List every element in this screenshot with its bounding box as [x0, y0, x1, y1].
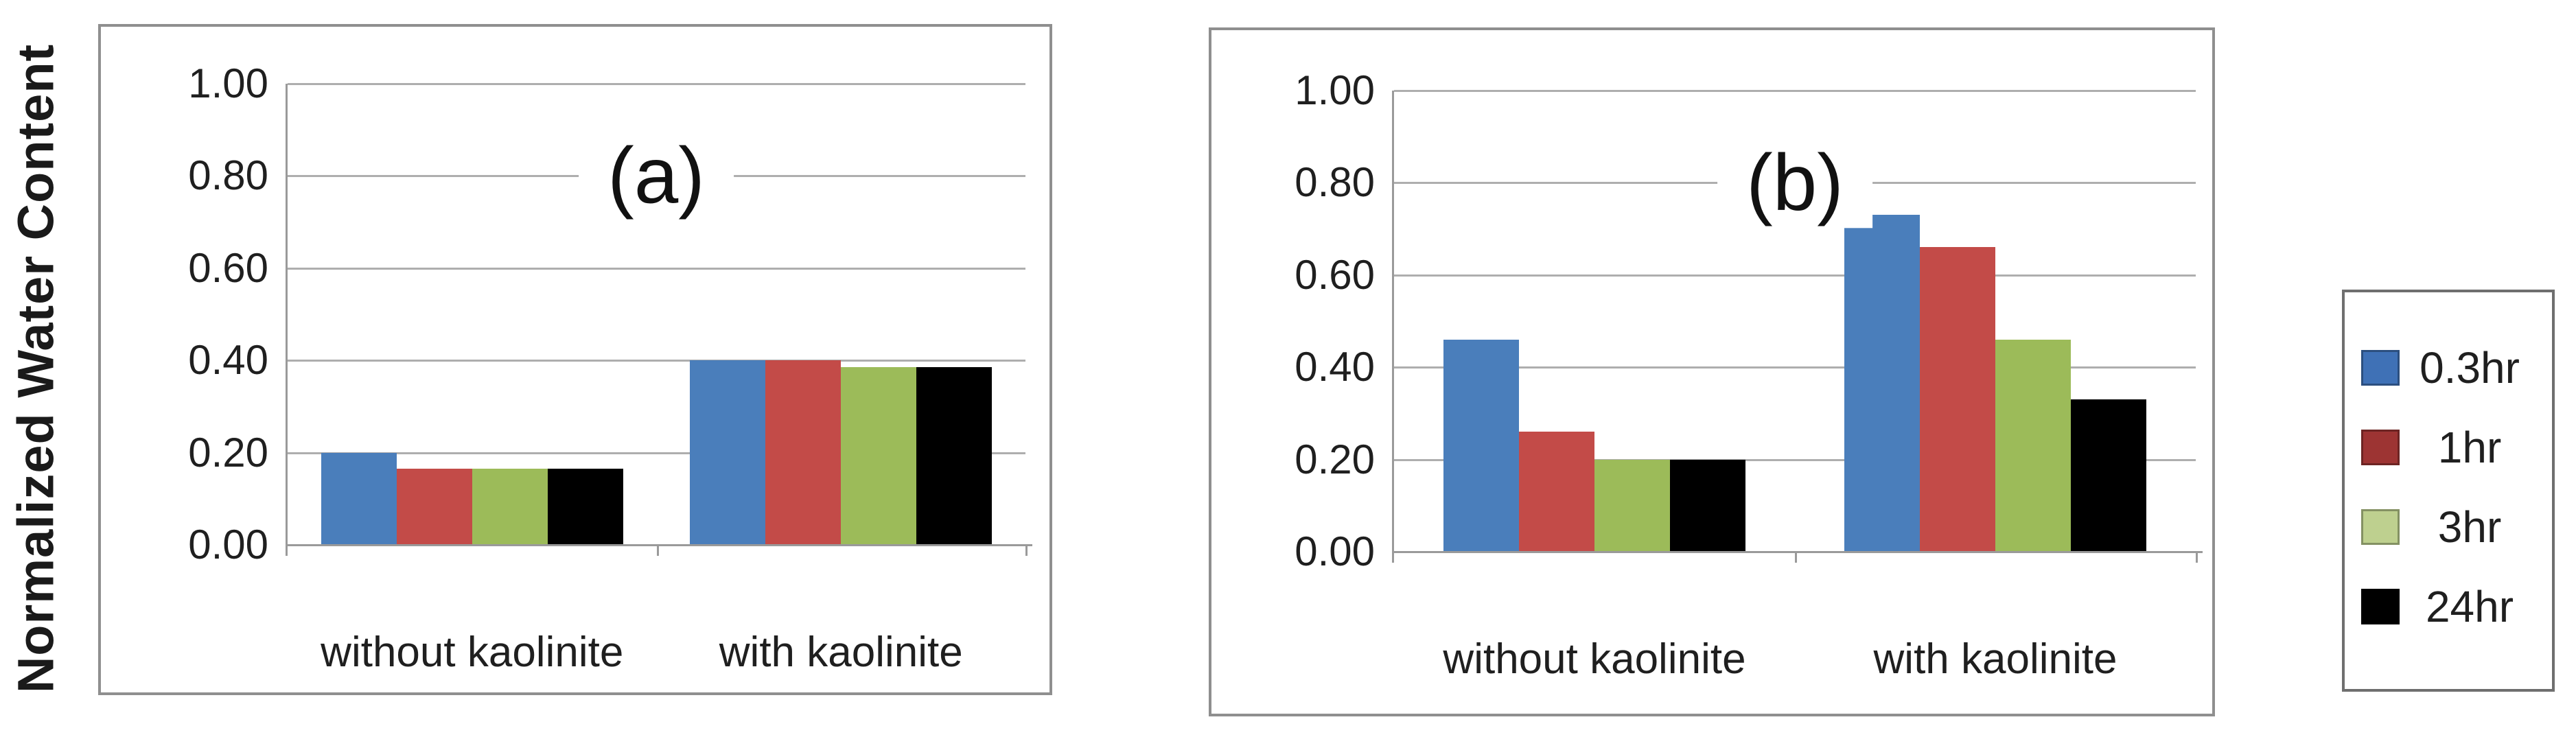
y-tick-label: 0.40	[188, 337, 268, 384]
x-axis-line	[288, 544, 1032, 546]
panel-a-title: (a)	[579, 130, 734, 222]
legend-swatch-1hr	[2361, 430, 2400, 465]
legend-items: 0.3hr 1hr 3hr 24hr	[2345, 292, 2552, 629]
x-axis-tick	[2196, 552, 2198, 563]
legend-swatch-0.3hr	[2361, 350, 2400, 386]
chart-panel-a: 1.00 0.80 0.60 0.40 0.20 0.00 without kaolinit…	[98, 24, 1052, 695]
legend-swatch-24hr	[2361, 589, 2400, 624]
y-tick-label: 0.20	[1295, 436, 1375, 482]
gridline-0.20	[288, 452, 1025, 454]
gridline-1.00	[288, 83, 1025, 85]
y-axis-line	[1392, 91, 1394, 563]
bar-24hr-with-kaolinite	[916, 367, 992, 545]
y-tick-label: 0.80	[1295, 159, 1375, 206]
legend-item-0.3hr: 0.3hr	[2361, 346, 2540, 390]
legend-label: 3hr	[2437, 502, 2502, 552]
category-label: without kaolinite	[1443, 635, 1746, 683]
legend-item-3hr: 3hr	[2361, 505, 2540, 549]
legend-item-24hr: 24hr	[2361, 585, 2540, 629]
y-tick-label: 1.00	[1295, 67, 1375, 113]
plot-area-b: 1.00 0.80 0.60 0.40 0.20 0.00 without kaolinit…	[1211, 30, 2212, 714]
bar-3hr-with-kaolinite	[1995, 340, 2071, 552]
plot-area-a: 1.00 0.80 0.60 0.40 0.20 0.00 without kaolinit…	[101, 27, 1049, 692]
bar-24hr-with-kaolinite	[2071, 399, 2146, 552]
category-label: without kaolinite	[321, 629, 624, 676]
bar-3hr-without-kaolinite	[472, 469, 548, 545]
bar-24hr-without-kaolinite	[548, 469, 623, 545]
gridline-0.20	[1394, 458, 2196, 461]
category-label: with kaolinite	[719, 629, 963, 676]
chart-panel-b: 1.00 0.80 0.60 0.40 0.20 0.00 without kaolinit…	[1209, 27, 2215, 716]
legend-label: 1hr	[2437, 423, 2502, 472]
bar-1hr-with-kaolinite	[1920, 247, 1995, 552]
y-tick-label: 0.00	[1295, 528, 1375, 574]
x-axis-line	[1394, 551, 2203, 553]
bar-3hr-with-kaolinite	[841, 367, 916, 545]
bar-24hr-without-kaolinite	[1670, 460, 1745, 552]
y-tick-label: 0.60	[188, 244, 268, 291]
y-tick-label: 1.00	[188, 60, 268, 106]
legend-item-1hr: 1hr	[2361, 425, 2540, 469]
gridline-1.00	[1394, 90, 2196, 92]
x-axis-tick	[1795, 552, 1797, 563]
y-tick-label: 0.40	[1295, 344, 1375, 390]
x-axis-tick	[656, 545, 659, 556]
legend-swatch-3hr	[2361, 509, 2400, 545]
gridline-0.40	[288, 360, 1025, 362]
y-axis-line	[286, 84, 288, 556]
panel-b-title: (b)	[1717, 137, 1872, 229]
gridline-0.40	[1394, 366, 2196, 369]
legend-label: 0.3hr	[2420, 343, 2520, 393]
bar-0.3hr-without-kaolinite	[1443, 340, 1519, 552]
legend-box: 0.3hr 1hr 3hr 24hr	[2342, 290, 2555, 692]
bar-1hr-without-kaolinite	[397, 469, 472, 545]
bar-0.3hr-without-kaolinite	[321, 453, 397, 545]
y-tick-label: 0.20	[188, 429, 268, 476]
bar-1hr-without-kaolinite	[1519, 432, 1594, 552]
bar-0.3hr-with-kaolinite	[1844, 215, 1920, 552]
y-tick-label: 0.00	[188, 522, 268, 568]
gridline-0.60	[1394, 274, 2196, 277]
y-axis-title: Normalized Water Content	[7, 43, 65, 694]
bar-3hr-without-kaolinite	[1594, 460, 1670, 552]
x-axis-tick	[1025, 545, 1028, 556]
y-tick-label: 0.60	[1295, 251, 1375, 298]
category-label: with kaolinite	[1873, 635, 2117, 683]
legend-label: 24hr	[2425, 582, 2514, 631]
gridline-0.60	[288, 267, 1025, 270]
bar-1hr-with-kaolinite	[765, 360, 841, 545]
bar-0.3hr-with-kaolinite	[690, 360, 765, 545]
y-tick-label: 0.80	[188, 152, 268, 199]
